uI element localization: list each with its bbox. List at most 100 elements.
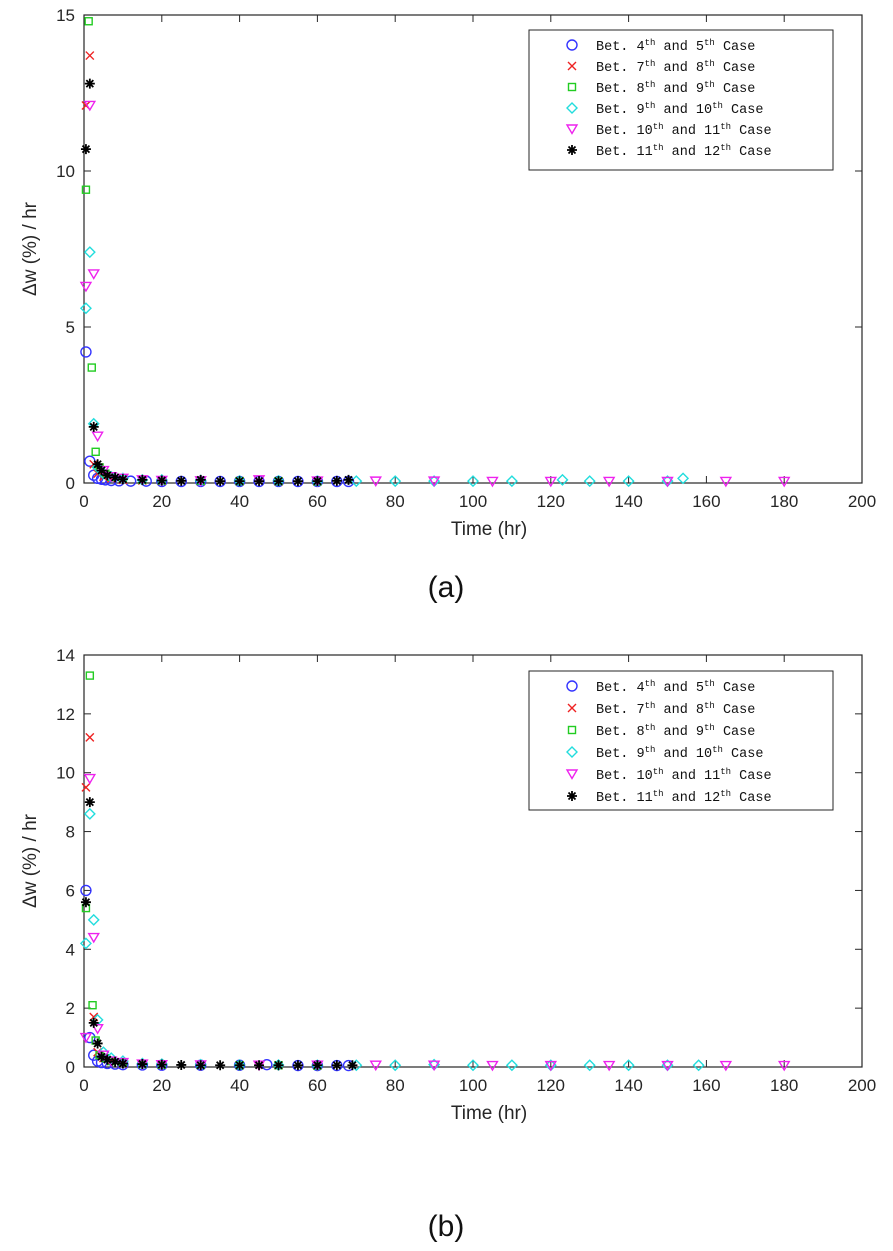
legend-marker — [567, 82, 577, 92]
legend-text: Bet. 8 — [596, 82, 645, 97]
data-point — [79, 302, 92, 315]
data-point — [156, 1059, 167, 1070]
legend-text: Case — [731, 791, 772, 806]
data-point — [292, 1060, 303, 1071]
data-point — [80, 884, 92, 897]
data-point — [661, 1060, 674, 1072]
legend-entry-label: Bet. 11th and 12th Case — [596, 789, 772, 806]
y-tick-label: 0 — [66, 474, 75, 493]
series-5 — [80, 78, 354, 487]
y-tick-label: 5 — [66, 318, 75, 337]
x-tick-label: 140 — [614, 492, 642, 511]
x-tick-label: 80 — [386, 492, 405, 511]
legend-text: Bet. 11 — [596, 145, 653, 160]
data-point — [661, 476, 674, 488]
legend-text: and 10 — [655, 103, 712, 118]
legend-entry-label: Bet. 8th and 9th Case — [596, 723, 755, 740]
data-point — [83, 773, 97, 785]
data-point — [292, 476, 303, 487]
data-point — [87, 932, 100, 944]
data-point — [85, 51, 95, 61]
data-point — [80, 346, 92, 358]
legend-text: and 8 — [655, 61, 704, 76]
data-point — [622, 1059, 635, 1072]
data-point — [215, 1060, 226, 1071]
legend-text: Case — [715, 725, 756, 740]
data-point — [81, 185, 91, 194]
data-point — [777, 1060, 791, 1072]
data-point — [84, 78, 95, 89]
legend-text: and 11 — [664, 124, 721, 139]
legend-superscript: th — [645, 723, 656, 733]
legend-entry-label: Bet. 9th and 10th Case — [596, 101, 763, 118]
legend-text: and 8 — [655, 703, 704, 718]
data-point — [544, 1060, 558, 1072]
legend-text: Bet. 9 — [596, 747, 645, 762]
legend-superscript: th — [645, 59, 656, 69]
legend-superscript: th — [720, 122, 731, 132]
data-point — [91, 447, 100, 456]
data-point — [331, 1060, 342, 1071]
data-point — [83, 100, 97, 112]
data-point — [622, 475, 635, 488]
data-point — [92, 1038, 103, 1049]
data-point — [156, 475, 167, 486]
legend-text: and 5 — [655, 40, 704, 55]
legend-text: Case — [731, 124, 772, 139]
data-point — [96, 465, 107, 476]
data-point — [88, 1017, 99, 1028]
x-tick-label: 80 — [386, 1076, 405, 1095]
legend-marker — [567, 145, 577, 155]
data-point — [80, 897, 91, 908]
data-point — [137, 1059, 148, 1070]
data-point — [87, 269, 100, 280]
legend-superscript: th — [720, 767, 731, 777]
data-point — [692, 1059, 705, 1072]
legend-text: Bet. 11 — [596, 791, 653, 806]
legend-marker — [566, 680, 578, 692]
legend-superscript: th — [645, 745, 656, 755]
panel-label: (b) — [428, 1210, 465, 1243]
legend-marker — [565, 769, 579, 780]
legend-superscript: th — [704, 38, 715, 48]
legend-text: Case — [723, 747, 764, 762]
legend-text: Case — [715, 82, 756, 97]
y-axis-label: Δw (%) / hr — [20, 813, 41, 908]
series-5 — [80, 797, 358, 1071]
x-tick-label: 120 — [537, 492, 565, 511]
data-point — [215, 476, 226, 487]
legend-entry-label: Bet. 7th and 8th Case — [596, 701, 755, 718]
data-point — [369, 476, 382, 488]
x-tick-label: 140 — [614, 1076, 642, 1095]
legend-superscript: th — [704, 701, 715, 711]
y-tick-label: 14 — [56, 646, 75, 665]
y-tick-label: 12 — [56, 705, 75, 724]
legend-marker — [567, 791, 577, 801]
data-point — [583, 1059, 596, 1072]
data-point — [486, 476, 499, 488]
x-tick-label: 20 — [152, 492, 171, 511]
y-tick-label: 15 — [56, 6, 75, 25]
legend-superscript: th — [704, 80, 715, 90]
legend-entry-label: Bet. 7th and 8th Case — [596, 59, 755, 76]
legend-box — [528, 670, 834, 811]
data-point — [556, 473, 569, 486]
x-tick-label: 60 — [308, 1076, 327, 1095]
data-point — [389, 475, 402, 488]
data-point — [85, 671, 95, 680]
data-point — [87, 363, 96, 372]
data-point — [777, 476, 791, 488]
data-point — [343, 474, 354, 485]
data-points — [79, 671, 791, 1072]
data-point — [91, 431, 104, 443]
data-point — [486, 1060, 499, 1072]
data-point — [79, 1032, 93, 1044]
legend-superscript: th — [720, 789, 731, 799]
legend-marker — [566, 39, 578, 51]
data-point — [84, 17, 93, 26]
legend-text: and 12 — [664, 791, 721, 806]
legend-text: Case — [715, 681, 756, 696]
x-axis-label: Time (hr) — [451, 1103, 527, 1124]
legend-text: and 9 — [655, 82, 704, 97]
